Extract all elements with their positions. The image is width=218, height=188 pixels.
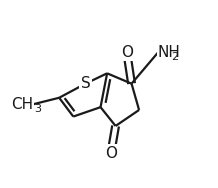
Text: 2: 2 xyxy=(171,52,179,62)
Text: O: O xyxy=(105,146,117,161)
Text: S: S xyxy=(81,76,90,91)
Text: CH: CH xyxy=(11,97,33,112)
Text: 3: 3 xyxy=(34,104,41,114)
Text: O: O xyxy=(121,45,133,60)
Text: NH: NH xyxy=(158,45,181,60)
